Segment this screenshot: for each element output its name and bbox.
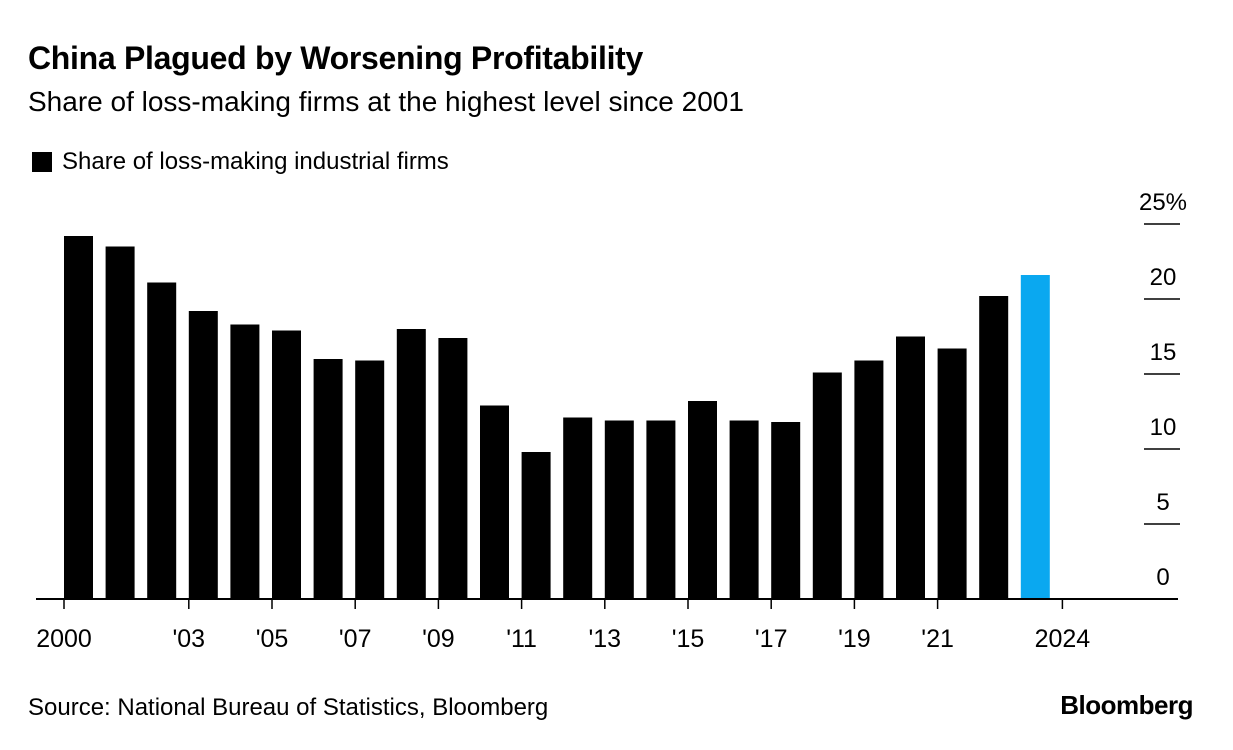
bar-2019	[812, 372, 842, 599]
x-tick-label-2003: '03	[173, 625, 206, 653]
bar-2022	[937, 348, 967, 599]
bars-group	[64, 236, 1050, 599]
bar-2017	[729, 420, 759, 599]
legend: Share of loss-making industrial firms	[32, 148, 449, 176]
x-axis: 2000 '03 '05 '07 '09 '11 '13 '15 '17 '19 '21 2024	[36, 598, 1178, 653]
bar-2006	[272, 330, 301, 599]
bar-2010	[438, 338, 468, 599]
legend-label: Share of loss-making industrial firms	[62, 148, 449, 175]
bar-2015	[646, 420, 676, 599]
y-tick-label-20: 20	[1150, 264, 1177, 291]
x-tick-label-2021: '21	[921, 625, 954, 653]
bar-2016	[688, 401, 717, 599]
bar-2021	[896, 336, 925, 599]
x-tick-label-2007: '07	[339, 625, 372, 653]
y-tick-label-0: 0	[1156, 564, 1169, 591]
x-tick-label-2019: '19	[838, 625, 871, 653]
bar-2013	[563, 417, 593, 599]
bar-2009	[396, 329, 426, 599]
bar-2005	[230, 324, 260, 599]
bar-2008	[355, 360, 385, 599]
chart-title: China Plagued by Worsening Profitability	[28, 40, 644, 76]
y-axis: 0 5 10 15 20 25%	[1139, 189, 1187, 591]
y-tick-label-5: 5	[1156, 489, 1169, 516]
x-tick-label-2015: '15	[672, 625, 705, 653]
x-tick-label-2017: '17	[755, 625, 788, 653]
source-note: Source: National Bureau of Statistics, B…	[28, 694, 549, 721]
bar-2023	[979, 296, 1009, 599]
x-tick-label-2000: 2000	[36, 625, 92, 653]
bar-2020	[854, 360, 884, 599]
bar-2004	[188, 311, 218, 599]
y-tick-label-10: 10	[1150, 414, 1177, 441]
bar-2012	[521, 452, 551, 599]
bar-2007	[313, 359, 343, 599]
legend-swatch	[32, 152, 52, 172]
x-tick-label-2024: 2024	[1035, 625, 1091, 653]
bar-2003	[147, 282, 177, 599]
bloomberg-logo: Bloomberg	[1060, 690, 1193, 720]
x-tick-label-2005: '05	[256, 625, 289, 653]
bar-2011	[480, 405, 509, 599]
bar-2002	[105, 246, 135, 599]
x-tick-label-2009: '09	[422, 625, 455, 653]
bar-2001	[64, 236, 93, 599]
y-tick-label-25: 25%	[1139, 189, 1187, 216]
bar-2014	[604, 420, 634, 599]
y-tick-label-15: 15	[1150, 339, 1177, 366]
x-tick-label-2013: '13	[589, 625, 622, 653]
bar-2024	[1020, 275, 1050, 599]
x-tick-label-2011: '11	[506, 625, 537, 653]
chart-subtitle: Share of loss-making firms at the highes…	[28, 86, 744, 117]
bar-2018	[771, 422, 801, 599]
